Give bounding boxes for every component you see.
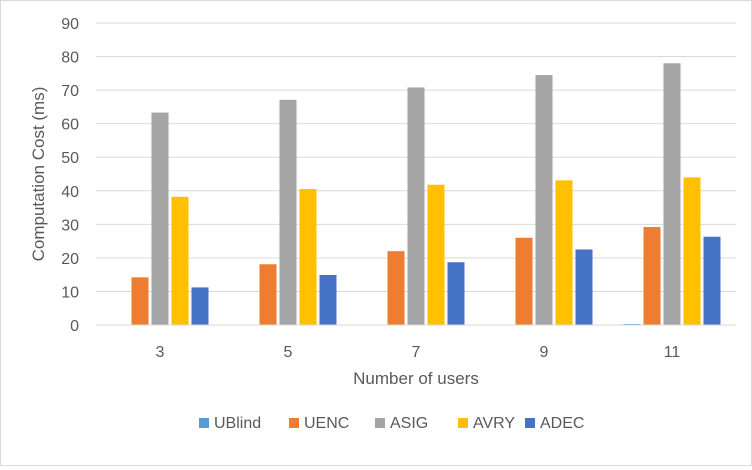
y-tick-label: 10 [61,284,79,301]
legend-swatch [289,418,299,428]
bar-adec-11 [704,237,721,325]
x-tick-label: 7 [412,344,421,361]
bar-adec-9 [576,250,593,326]
bar-asig-5 [280,100,297,325]
bar-adec-7 [448,262,465,325]
bar-asig-11 [664,63,681,325]
legend-item-ublind: UBlind [199,415,261,432]
legend-swatch [199,418,209,428]
legend-label: UBlind [214,415,261,432]
legend-label: UENC [304,415,349,432]
y-tick-label: 70 [61,83,79,100]
x-tick-label: 9 [540,344,549,361]
x-tick-label: 5 [284,344,293,361]
legend-item-adec: ADEC [525,415,584,432]
y-tick-label: 30 [61,217,79,234]
legend-item-asig: ASIG [375,415,428,432]
legend-item-uenc: UENC [289,415,349,432]
bar-avry-7 [428,185,445,325]
bar-uenc-11 [644,227,661,325]
bar-uenc-9 [516,238,533,325]
y-tick-label: 50 [61,150,79,167]
bar-asig-7 [408,87,425,325]
bar-adec-3 [192,287,209,325]
legend-label: ADEC [540,415,584,432]
bar-avry-5 [300,189,317,325]
bar-uenc-7 [388,251,405,325]
y-tick-label: 80 [61,50,79,67]
y-axis-label: Computation Cost (ms) [29,87,48,262]
x-tick-labels: 3 5 7 9 11 [156,344,681,361]
legend-label: AVRY [473,415,515,432]
bar-uenc-3 [132,277,149,325]
legend-label: ASIG [390,415,428,432]
legend-item-avry: AVRY [458,415,515,432]
y-tick-label: 90 [61,16,79,33]
bar-avry-9 [556,180,573,325]
y-tick-label: 40 [61,184,79,201]
y-tick-label: 20 [61,251,79,268]
bar-adec-5 [320,275,337,325]
y-tick-label: 60 [61,117,79,134]
legend: UBlind UENC ASIG AVRY ADEC [199,415,584,432]
legend-swatch [458,418,468,428]
x-tick-label: 3 [156,344,165,361]
legend-swatch [525,418,535,428]
bar-avry-3 [172,197,189,325]
y-tick-label: 0 [70,318,79,335]
x-tick-label: 11 [664,344,681,361]
bar-avry-11 [684,177,701,325]
x-axis-label: Number of users [353,369,479,388]
bar-asig-3 [152,113,169,325]
bar-uenc-5 [260,264,277,325]
bar-asig-9 [536,75,553,325]
legend-swatch [375,418,385,428]
bars [112,63,721,325]
y-tick-labels: 0 10 20 30 40 50 60 70 80 90 [61,16,79,335]
